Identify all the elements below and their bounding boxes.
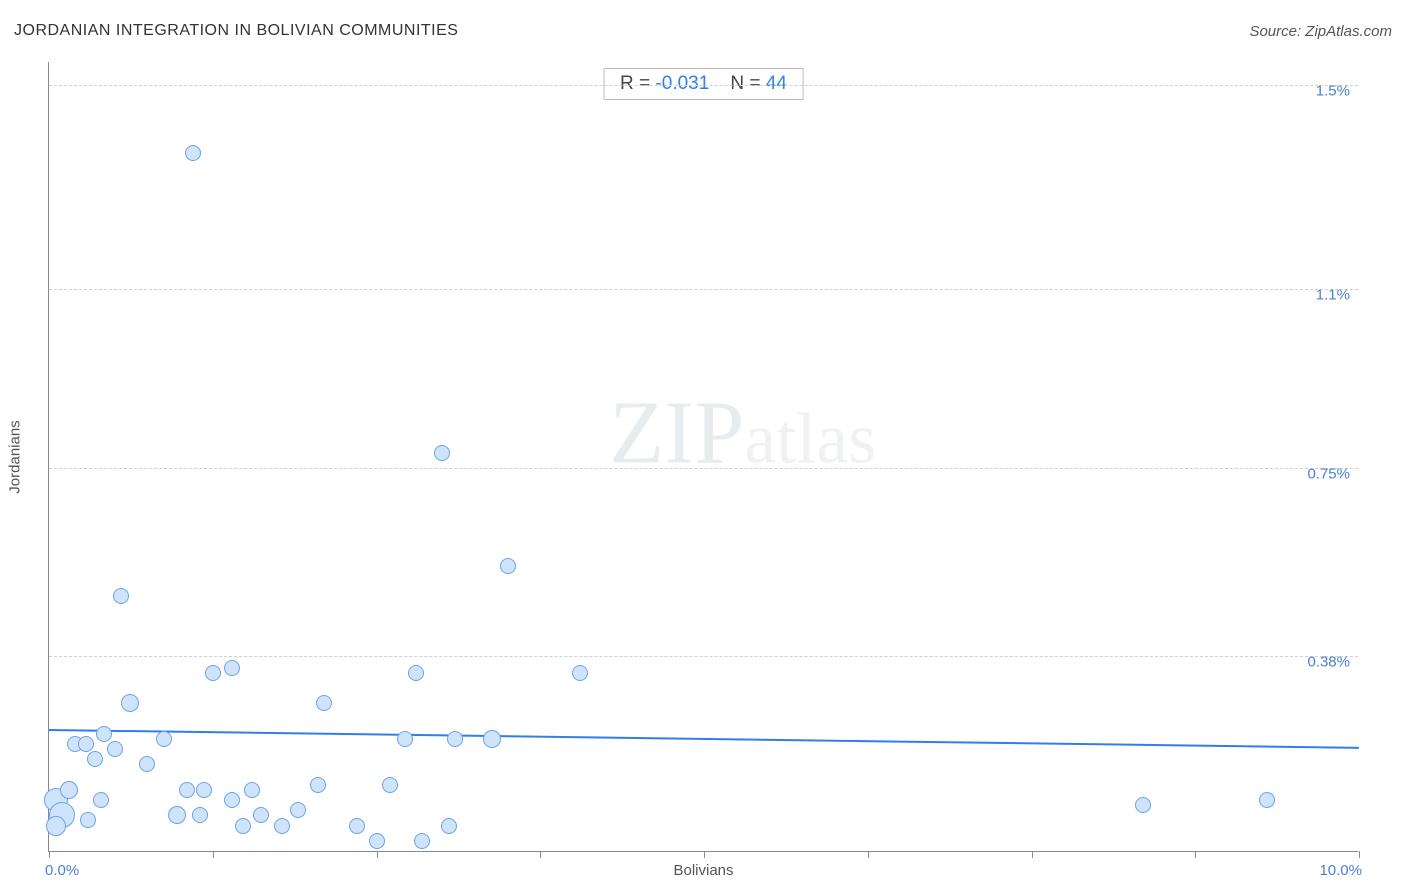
scatter-point — [1135, 797, 1151, 813]
scatter-point — [316, 695, 332, 711]
x-tick — [1359, 851, 1360, 858]
y-tick-label: 0.38% — [1307, 654, 1350, 671]
scatter-point — [60, 781, 78, 799]
scatter-point — [107, 741, 123, 757]
scatter-point — [244, 782, 260, 798]
scatter-point — [397, 731, 413, 747]
scatter-point — [224, 792, 240, 808]
x-max-label: 10.0% — [1319, 862, 1362, 879]
scatter-point — [414, 833, 430, 849]
trendline — [49, 729, 1359, 749]
r-label: R = — [620, 73, 655, 94]
x-tick — [704, 851, 705, 858]
scatter-point — [156, 731, 172, 747]
y-tick-label: 0.75% — [1307, 465, 1350, 482]
scatter-point — [185, 145, 201, 161]
scatter-point — [113, 588, 129, 604]
scatter-point — [205, 665, 221, 681]
scatter-point — [434, 445, 450, 461]
watermark-atlas: atlas — [744, 398, 876, 478]
scatter-point — [447, 731, 463, 747]
scatter-point — [121, 694, 139, 712]
y-tick-label: 1.5% — [1316, 83, 1350, 100]
x-tick — [213, 851, 214, 858]
scatter-point — [93, 792, 109, 808]
scatter-point — [572, 665, 588, 681]
x-tick — [540, 851, 541, 858]
scatter-point — [274, 818, 290, 834]
scatter-point — [483, 730, 501, 748]
y-axis-label: Jordanians — [7, 420, 24, 493]
gridline — [49, 468, 1358, 469]
scatter-point — [253, 807, 269, 823]
scatter-point — [349, 818, 365, 834]
scatter-point — [80, 812, 96, 828]
x-tick — [377, 851, 378, 858]
scatter-point — [168, 806, 186, 824]
scatter-point — [196, 782, 212, 798]
scatter-point — [87, 751, 103, 767]
scatter-point — [46, 816, 66, 836]
gridline — [49, 289, 1358, 290]
scatter-point — [139, 756, 155, 772]
scatter-point — [1259, 792, 1275, 808]
scatter-point — [235, 818, 251, 834]
x-tick — [49, 851, 50, 858]
scatter-point — [78, 736, 94, 752]
gridline — [49, 656, 1358, 657]
scatter-point — [290, 802, 306, 818]
scatter-point — [382, 777, 398, 793]
n-value: 44 — [766, 73, 787, 94]
scatter-chart: ZIPatlas Jordanians Bolivians R = -0.031… — [48, 62, 1358, 852]
scatter-point — [441, 818, 457, 834]
chart-header: JORDANIAN INTEGRATION IN BOLIVIAN COMMUN… — [14, 22, 1392, 40]
scatter-point — [310, 777, 326, 793]
r-value: -0.031 — [655, 73, 709, 94]
x-tick — [868, 851, 869, 858]
scatter-point — [500, 558, 516, 574]
watermark: ZIPatlas — [609, 381, 876, 484]
scatter-point — [192, 807, 208, 823]
scatter-point — [179, 782, 195, 798]
scatter-point — [369, 833, 385, 849]
x-tick — [1032, 851, 1033, 858]
chart-title: JORDANIAN INTEGRATION IN BOLIVIAN COMMUN… — [14, 22, 458, 40]
x-tick — [1195, 851, 1196, 858]
x-min-label: 0.0% — [45, 862, 79, 879]
scatter-point — [224, 660, 240, 676]
n-label: N = — [730, 73, 765, 94]
y-tick-label: 1.1% — [1316, 287, 1350, 304]
stats-box: R = -0.031 N = 44 — [603, 68, 804, 100]
gridline — [49, 85, 1358, 86]
chart-source: Source: ZipAtlas.com — [1249, 23, 1392, 40]
x-axis-label: Bolivians — [673, 862, 733, 879]
scatter-point — [96, 726, 112, 742]
scatter-point — [408, 665, 424, 681]
